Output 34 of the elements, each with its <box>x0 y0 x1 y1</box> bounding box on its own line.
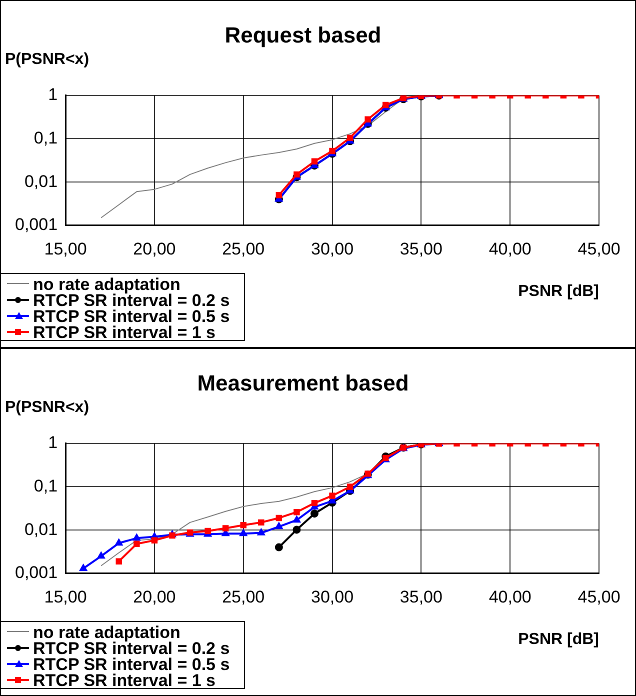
x-tick-label: 20,00 <box>133 239 176 258</box>
x-tick-label: 30,00 <box>310 587 354 606</box>
x-tick-label: 15,00 <box>44 239 87 258</box>
x-tick-label: 40,00 <box>488 587 532 606</box>
x-tick-label: 45,00 <box>578 587 620 606</box>
y-tick-label: 0,01 <box>24 172 58 191</box>
y-tick-label: 1 <box>48 85 58 104</box>
y-tick-label: 0,01 <box>24 520 58 539</box>
y-tick-label: 0,1 <box>34 128 58 148</box>
x-tick-label: 20,00 <box>133 587 176 606</box>
chart-title: Measurement based <box>197 370 409 396</box>
y-tick-label: 0,1 <box>34 476 58 496</box>
y-tick-label: 0,001 <box>14 563 58 582</box>
x-tick-label: 40,00 <box>488 239 532 258</box>
x-tick-label: 35,00 <box>400 587 442 606</box>
x-tick-label: 25,00 <box>222 239 265 258</box>
x-tick-label: 25,00 <box>222 587 265 606</box>
x-axis-title: PSNR [dB] <box>518 282 599 300</box>
x-axis-title: PSNR [dB] <box>518 630 599 648</box>
legend-label: RTCP SR interval = 1 s <box>33 670 216 690</box>
chart-title: Request based <box>224 22 382 48</box>
x-tick-label: 15,00 <box>44 587 87 606</box>
x-tick-label: 35,00 <box>400 239 442 258</box>
legend-label: no rate adaptation <box>33 622 180 642</box>
legend-label: RTCP SR interval = 0.5 s <box>33 306 230 326</box>
y-tick-label: 0,001 <box>14 215 58 234</box>
x-tick-label: 45,00 <box>578 239 620 258</box>
legend-label: no rate adaptation <box>33 274 180 294</box>
x-tick-label: 30,00 <box>310 239 354 258</box>
y-axis-title: P(PSNR<x) <box>5 51 90 69</box>
legend-label: RTCP SR interval = 0.5 s <box>33 654 230 674</box>
y-tick-label: 1 <box>48 433 58 452</box>
legend-label: RTCP SR interval = 1 s <box>33 322 216 342</box>
y-axis-title: P(PSNR<x) <box>5 399 90 417</box>
